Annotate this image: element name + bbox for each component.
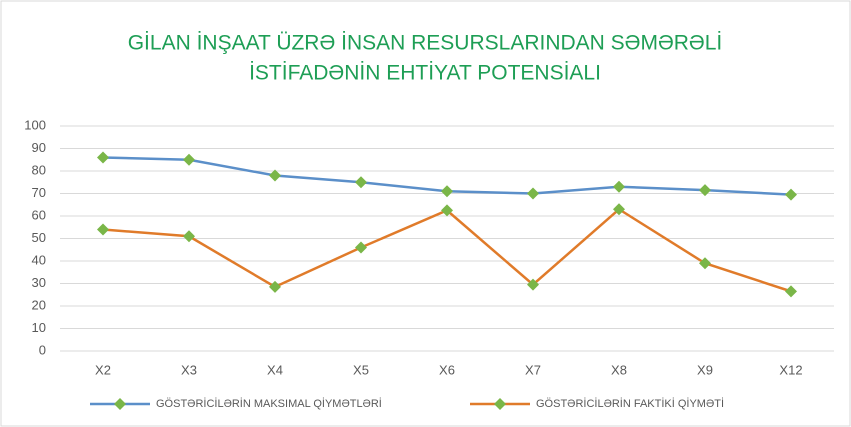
marker [97, 151, 109, 164]
x-tick-label: X8 [611, 362, 627, 377]
marker [183, 153, 195, 166]
y-tick-label: 0 [39, 342, 46, 357]
marker [785, 285, 797, 298]
marker [527, 187, 539, 200]
marker [441, 185, 453, 198]
x-tick-label: X3 [181, 362, 197, 377]
marker [183, 230, 195, 243]
marker [699, 184, 711, 197]
marker [355, 241, 367, 254]
legend-label: GÖSTƏRİCİLƏRİN MAKSIMAL QİYMƏTLƏRİ [156, 397, 382, 410]
marker [613, 180, 625, 193]
x-tick-label: X2 [95, 362, 111, 377]
chart-title: GİLAN İNŞAAT ÜZRƏ İNSAN RESURSLARINDAN S… [128, 32, 723, 55]
x-tick-label: X4 [267, 362, 283, 377]
marker [269, 280, 281, 293]
marker [613, 203, 625, 216]
y-tick-label: 90 [32, 140, 46, 155]
legend-label: GÖSTƏRİCİLƏRİN FAKTİKİ QİYMƏTİ [536, 397, 724, 410]
legend-marker [114, 398, 126, 410]
marker [785, 188, 797, 201]
x-tick-label: X5 [353, 362, 369, 377]
y-tick-label: 10 [32, 320, 46, 335]
marker [699, 257, 711, 270]
legend-marker [494, 398, 506, 410]
x-tick-label: X7 [525, 362, 541, 377]
x-tick-label: X12 [779, 362, 802, 377]
y-tick-label: 50 [32, 230, 46, 245]
x-tick-label: X9 [697, 362, 713, 377]
chart-title: İSTİFADƏNİN EHTİYAT POTENSİALI [249, 62, 601, 85]
y-tick-label: 70 [32, 185, 46, 200]
x-tick-label: X6 [439, 362, 455, 377]
y-tick-label: 20 [32, 297, 46, 312]
marker [97, 223, 109, 236]
marker [441, 204, 453, 217]
y-tick-label: 80 [32, 162, 46, 177]
marker [269, 169, 281, 182]
y-tick-label: 30 [32, 275, 46, 290]
y-tick-label: 40 [32, 252, 46, 267]
marker [355, 176, 367, 189]
marker [527, 278, 539, 291]
y-tick-label: 100 [24, 117, 46, 132]
y-tick-label: 60 [32, 207, 46, 222]
